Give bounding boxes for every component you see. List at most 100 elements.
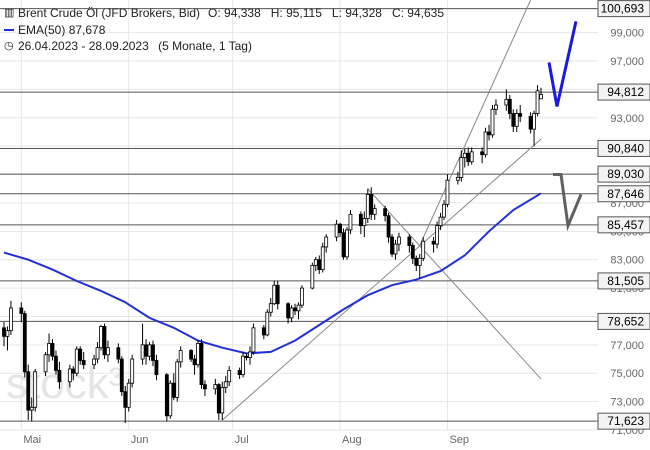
candlestick-icon: ▥ bbox=[4, 6, 15, 19]
candle-body bbox=[365, 194, 370, 219]
candle-body bbox=[241, 355, 245, 376]
level-label-box bbox=[597, 83, 650, 101]
trendline bbox=[419, 0, 532, 246]
candle-body bbox=[265, 311, 270, 336]
candle-body bbox=[466, 152, 471, 163]
candle-body bbox=[43, 354, 48, 373]
x-tick-label: Jun bbox=[131, 434, 149, 446]
candle-body bbox=[362, 218, 367, 227]
candle-body bbox=[518, 113, 523, 117]
candle-body bbox=[459, 157, 464, 178]
candle-body bbox=[372, 208, 377, 215]
candle-body bbox=[313, 259, 318, 266]
level-label: 71,623 bbox=[607, 414, 644, 428]
candle-body bbox=[528, 115, 533, 130]
candle-body bbox=[455, 176, 460, 181]
candle-body bbox=[539, 94, 543, 100]
candle-body bbox=[144, 344, 148, 357]
candle-body bbox=[445, 179, 450, 205]
level-label-box bbox=[597, 139, 650, 157]
period-range: 26.04.2023 - 28.09.2023 bbox=[18, 38, 149, 53]
arrow-up bbox=[547, 20, 578, 107]
level-label-box bbox=[597, 165, 650, 183]
level-label: 87,646 bbox=[607, 187, 644, 201]
candle-body bbox=[317, 259, 322, 271]
clock-icon: ◷ bbox=[4, 39, 14, 52]
candle-body bbox=[261, 327, 266, 336]
candle-body bbox=[490, 108, 495, 136]
level-label-box bbox=[597, 272, 650, 290]
candle-body bbox=[171, 382, 176, 398]
candle-body bbox=[358, 213, 363, 227]
candle-body bbox=[469, 151, 474, 163]
candle-body bbox=[480, 151, 485, 156]
level-label: 90,840 bbox=[607, 141, 644, 155]
level-label: 81,505 bbox=[607, 274, 644, 288]
candle-body bbox=[383, 208, 387, 217]
candle-body bbox=[431, 240, 436, 245]
x-tick-label: Jul bbox=[235, 434, 249, 446]
ema-line bbox=[3, 192, 542, 355]
candle-body bbox=[268, 303, 273, 313]
level-label: 94,812 bbox=[607, 85, 644, 99]
scenario-arrows bbox=[547, 20, 583, 232]
candle-body bbox=[397, 236, 401, 245]
candle-body bbox=[421, 240, 426, 259]
candle-body bbox=[248, 351, 252, 359]
candle-body bbox=[435, 225, 439, 245]
candle-body bbox=[71, 368, 76, 374]
candle-body bbox=[334, 223, 339, 238]
candle-body bbox=[438, 216, 443, 227]
candle-body bbox=[286, 303, 290, 319]
candle-body bbox=[106, 347, 110, 356]
x-tick-label: Sep bbox=[449, 434, 469, 446]
instrument-title: Brent Crude Öl (JFD Brokers, Bid) bbox=[18, 5, 201, 20]
y-tick-label: 73,000 bbox=[610, 397, 644, 409]
candle-body bbox=[22, 313, 27, 373]
candle-body bbox=[244, 355, 249, 359]
ema50-line bbox=[3, 192, 542, 355]
candle-body bbox=[78, 348, 83, 361]
level-label-box bbox=[597, 312, 650, 330]
candle-body bbox=[123, 391, 128, 408]
candle-body bbox=[345, 229, 349, 258]
level-label-box bbox=[597, 0, 650, 18]
candle-body bbox=[320, 246, 325, 271]
candle-body bbox=[26, 371, 31, 411]
level-label-box bbox=[597, 412, 650, 430]
candle-body bbox=[338, 223, 342, 234]
candle-body bbox=[535, 90, 540, 114]
trendline bbox=[367, 188, 542, 380]
level-label: 78,652 bbox=[607, 314, 644, 328]
candle-body bbox=[154, 360, 159, 376]
candle-body bbox=[196, 343, 200, 366]
y-tick-label: 77,000 bbox=[610, 340, 644, 352]
candle-body bbox=[168, 382, 173, 417]
candle-body bbox=[47, 343, 51, 356]
ema-value: 87,678 bbox=[68, 22, 106, 37]
x-tick-label: Mai bbox=[23, 434, 41, 446]
candle-body bbox=[417, 257, 422, 266]
ema-swatch bbox=[4, 28, 14, 31]
level-label: 85,457 bbox=[607, 218, 644, 232]
candle-body bbox=[511, 113, 516, 127]
candle-body bbox=[54, 355, 58, 371]
candle-body bbox=[192, 358, 197, 366]
candle-body bbox=[275, 284, 280, 305]
candle-body bbox=[223, 381, 228, 388]
chart-grid bbox=[0, 0, 598, 431]
candle-body bbox=[203, 384, 207, 390]
candle-body bbox=[199, 343, 204, 385]
candle-body bbox=[19, 307, 24, 315]
candle-body bbox=[227, 369, 232, 383]
level-label-box bbox=[597, 185, 650, 203]
candle-body bbox=[220, 387, 225, 414]
candle-body bbox=[5, 330, 10, 337]
ema-label: EMA(50) bbox=[18, 22, 66, 37]
candle-body bbox=[341, 232, 346, 258]
candle-body bbox=[67, 368, 72, 383]
level-label: 89,030 bbox=[607, 167, 644, 181]
candle-body bbox=[140, 344, 145, 360]
candle-body bbox=[126, 382, 131, 408]
